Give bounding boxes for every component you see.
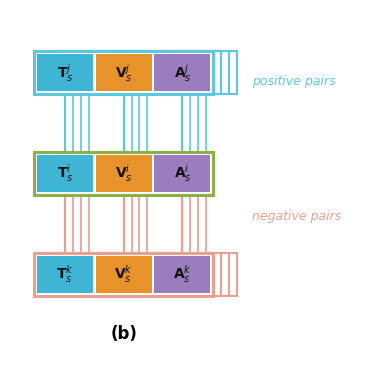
Text: negative pairs: negative pairs	[251, 210, 341, 223]
FancyBboxPatch shape	[37, 256, 93, 292]
FancyBboxPatch shape	[50, 51, 229, 94]
Text: $\mathbf{T}_s^k$: $\mathbf{T}_s^k$	[56, 263, 74, 285]
Text: $\mathbf{A}_s^k$: $\mathbf{A}_s^k$	[173, 263, 192, 285]
FancyBboxPatch shape	[58, 253, 237, 296]
FancyBboxPatch shape	[50, 253, 229, 296]
FancyBboxPatch shape	[96, 55, 152, 91]
FancyBboxPatch shape	[154, 155, 210, 192]
FancyBboxPatch shape	[96, 256, 152, 292]
Text: $\mathbf{V}_s^k$: $\mathbf{V}_s^k$	[114, 263, 133, 285]
Text: $\mathbf{V}_s^j$: $\mathbf{V}_s^j$	[115, 62, 132, 84]
Text: $\mathbf{T}_s^j$: $\mathbf{T}_s^j$	[56, 62, 73, 84]
Text: $\mathbf{A}_s^j$: $\mathbf{A}_s^j$	[173, 62, 191, 84]
Text: $\mathbf{A}_s^i$: $\mathbf{A}_s^i$	[173, 163, 191, 184]
FancyBboxPatch shape	[42, 253, 221, 296]
FancyBboxPatch shape	[96, 155, 152, 192]
FancyBboxPatch shape	[154, 256, 210, 292]
FancyBboxPatch shape	[154, 55, 210, 91]
FancyBboxPatch shape	[37, 155, 93, 192]
FancyBboxPatch shape	[58, 51, 237, 94]
FancyBboxPatch shape	[34, 51, 213, 94]
FancyBboxPatch shape	[42, 51, 221, 94]
Text: positive pairs: positive pairs	[251, 75, 335, 88]
FancyBboxPatch shape	[34, 253, 213, 296]
FancyBboxPatch shape	[37, 55, 93, 91]
FancyBboxPatch shape	[34, 152, 213, 195]
Text: $\mathbf{T}_s^i$: $\mathbf{T}_s^i$	[56, 163, 73, 184]
Text: $\mathbf{V}_s^i$: $\mathbf{V}_s^i$	[115, 163, 132, 184]
Text: (b): (b)	[110, 325, 137, 344]
